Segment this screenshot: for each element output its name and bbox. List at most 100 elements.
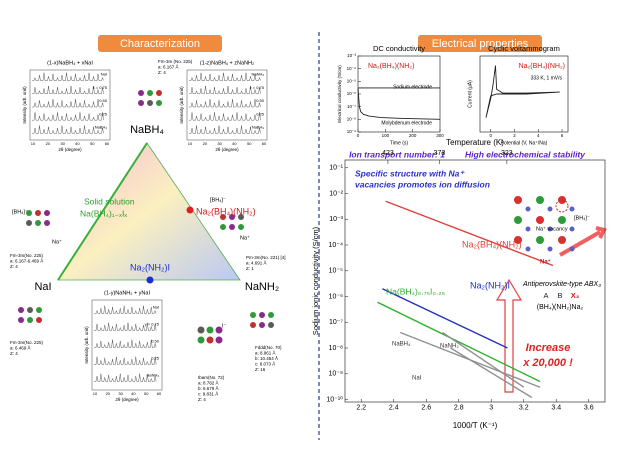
- vertex-label: NaNH₂: [245, 281, 279, 293]
- annotation: Specific structure with Na⁺: [355, 168, 465, 178]
- xrd-trace: [32, 125, 104, 134]
- structure-text: a: 6.167-6.469 Å: [10, 258, 43, 264]
- xrd-xlabel: 2θ (degree): [58, 147, 82, 152]
- vertex-label: NaI: [34, 281, 51, 293]
- series-label: Na₂(BH₄)(NH₂): [462, 239, 522, 249]
- xrd-xlabel: 2θ (degree): [115, 397, 139, 402]
- series-label: NaNH₂: [440, 344, 459, 350]
- atom: [147, 90, 153, 96]
- atom: [156, 90, 162, 96]
- solid-solution-label: Na(BH₄)₁₋ₓIₓ: [80, 208, 127, 218]
- series-label: Sodium electrode: [393, 84, 432, 90]
- top-tick-label: 323: [501, 150, 513, 157]
- atom: [569, 226, 575, 232]
- y-tick-label: 10⁻⁹: [347, 129, 356, 134]
- vertex-label: NaBH₄: [130, 124, 164, 136]
- xrd-trace: [94, 305, 157, 314]
- x-tick-label: 3.4: [551, 404, 561, 411]
- trace-label: NaNH₂: [252, 72, 265, 77]
- xrd-title: (1-y)NaNH₂ + yNaI: [104, 290, 150, 296]
- atom: [36, 307, 42, 313]
- atom: [206, 336, 214, 344]
- atom: [44, 210, 50, 216]
- structure-text: a: 8.782 Å: [198, 380, 219, 386]
- ion-label: Na⁺: [52, 238, 62, 245]
- increase-label: x 20,000 !: [522, 357, 573, 369]
- atom: [220, 214, 226, 220]
- atom: [536, 196, 544, 204]
- atom: [18, 307, 24, 313]
- ion-label: [BH₄]⁻: [574, 215, 590, 221]
- xrd-trace: [32, 99, 104, 108]
- y-tick-label: 10⁻⁶: [347, 91, 356, 96]
- ion-label: I⁻: [222, 323, 227, 329]
- atom: [138, 90, 144, 96]
- x-tick-label: 3.2: [519, 404, 529, 411]
- xrd-tick-label: 30: [60, 141, 65, 146]
- top-axis-label: Temperature (K): [446, 138, 504, 147]
- y-tick-label: 10⁻³: [347, 53, 356, 58]
- trace-label: 0.25: [256, 111, 265, 116]
- trace-label: NaNH₂: [147, 373, 160, 378]
- plot-frame: [479, 55, 569, 133]
- top-tick-label: 423: [382, 150, 394, 157]
- y-tick-label: 10⁻⁴: [347, 66, 356, 71]
- atom: [558, 236, 566, 244]
- xrd-ylabel: Intensity (arb. unit): [84, 326, 89, 364]
- y-tick-label: 10⁻⁵: [347, 79, 356, 84]
- atom: [26, 220, 32, 226]
- structure-text: a: 4.691 Å: [246, 260, 267, 266]
- structure-text: c: 8.073 Å: [255, 361, 275, 367]
- plot-frame: [344, 159, 606, 403]
- atom: [547, 226, 553, 232]
- atom: [229, 214, 235, 220]
- atom: [525, 246, 531, 252]
- vacancy: [555, 199, 569, 213]
- trace-label: 0.50: [99, 98, 108, 103]
- x-tick-label: 2.4: [389, 404, 399, 411]
- series-line: [377, 301, 541, 383]
- structure-title: Antiperovskite-type ABX₃: [522, 281, 601, 288]
- compound-label: Na₂(NH₂)I: [130, 262, 170, 272]
- xrd-trace: [189, 125, 261, 134]
- x-tick-label: 2.6: [421, 404, 431, 411]
- xrd-title: (1-z)NaBH₄ + zNaNH₂: [200, 60, 254, 66]
- structure-text: Pm-3m(No. 221) [4]: [246, 255, 286, 260]
- solid-solution-label: Solid solution: [84, 196, 135, 206]
- xrd-frame: [91, 299, 163, 391]
- atom: [156, 100, 162, 106]
- atom: [514, 236, 522, 244]
- atom: [268, 322, 274, 328]
- xrd-tick-label: 20: [203, 141, 208, 146]
- structure-text: Fm-3m(No. 225): [10, 340, 44, 345]
- structure-text: a: 6.167 Å: [158, 64, 179, 70]
- series-label: Na(BH₄)₀.₇₅I₀.₂₅: [386, 286, 445, 296]
- trace-label: y = 0.75: [145, 322, 160, 327]
- series-line: [385, 200, 554, 267]
- y-tick-label: 10⁻⁷: [347, 104, 356, 109]
- trace-label: z = 0.75: [250, 85, 265, 90]
- xrd-tick-label: 40: [75, 141, 80, 146]
- x-tick-label: 4: [537, 133, 540, 138]
- series-line: [382, 288, 508, 349]
- atom: [138, 100, 144, 106]
- atom: [220, 224, 226, 230]
- xrd-title: (1-x)NaBH₄ + xNaI: [47, 60, 93, 66]
- atom: [238, 224, 244, 230]
- structure-text: Ibam(No. 72): [198, 375, 225, 380]
- xrd-tick-label: 50: [247, 141, 252, 146]
- atom: [229, 224, 235, 230]
- trace-label: 0.25: [99, 111, 108, 116]
- y-tick-label: 10⁻⁹: [329, 371, 343, 378]
- xrd-trace: [32, 112, 104, 121]
- structure-text: Fm-3m (No. 225): [158, 59, 193, 64]
- xrd-trace: [189, 72, 261, 81]
- atom: [259, 322, 265, 328]
- ion-label: Na⁺: [240, 234, 250, 241]
- structure-formula: (BH₄)(NH₂)Na₂: [537, 304, 584, 311]
- xrd-tick-label: 30: [118, 391, 123, 396]
- atom: [197, 326, 205, 334]
- xrd-tick-label: 20: [106, 391, 111, 396]
- y-axis-label: Electrical conductivity (S/cm): [337, 65, 342, 123]
- y-tick-label: 10⁻⁴: [329, 242, 344, 249]
